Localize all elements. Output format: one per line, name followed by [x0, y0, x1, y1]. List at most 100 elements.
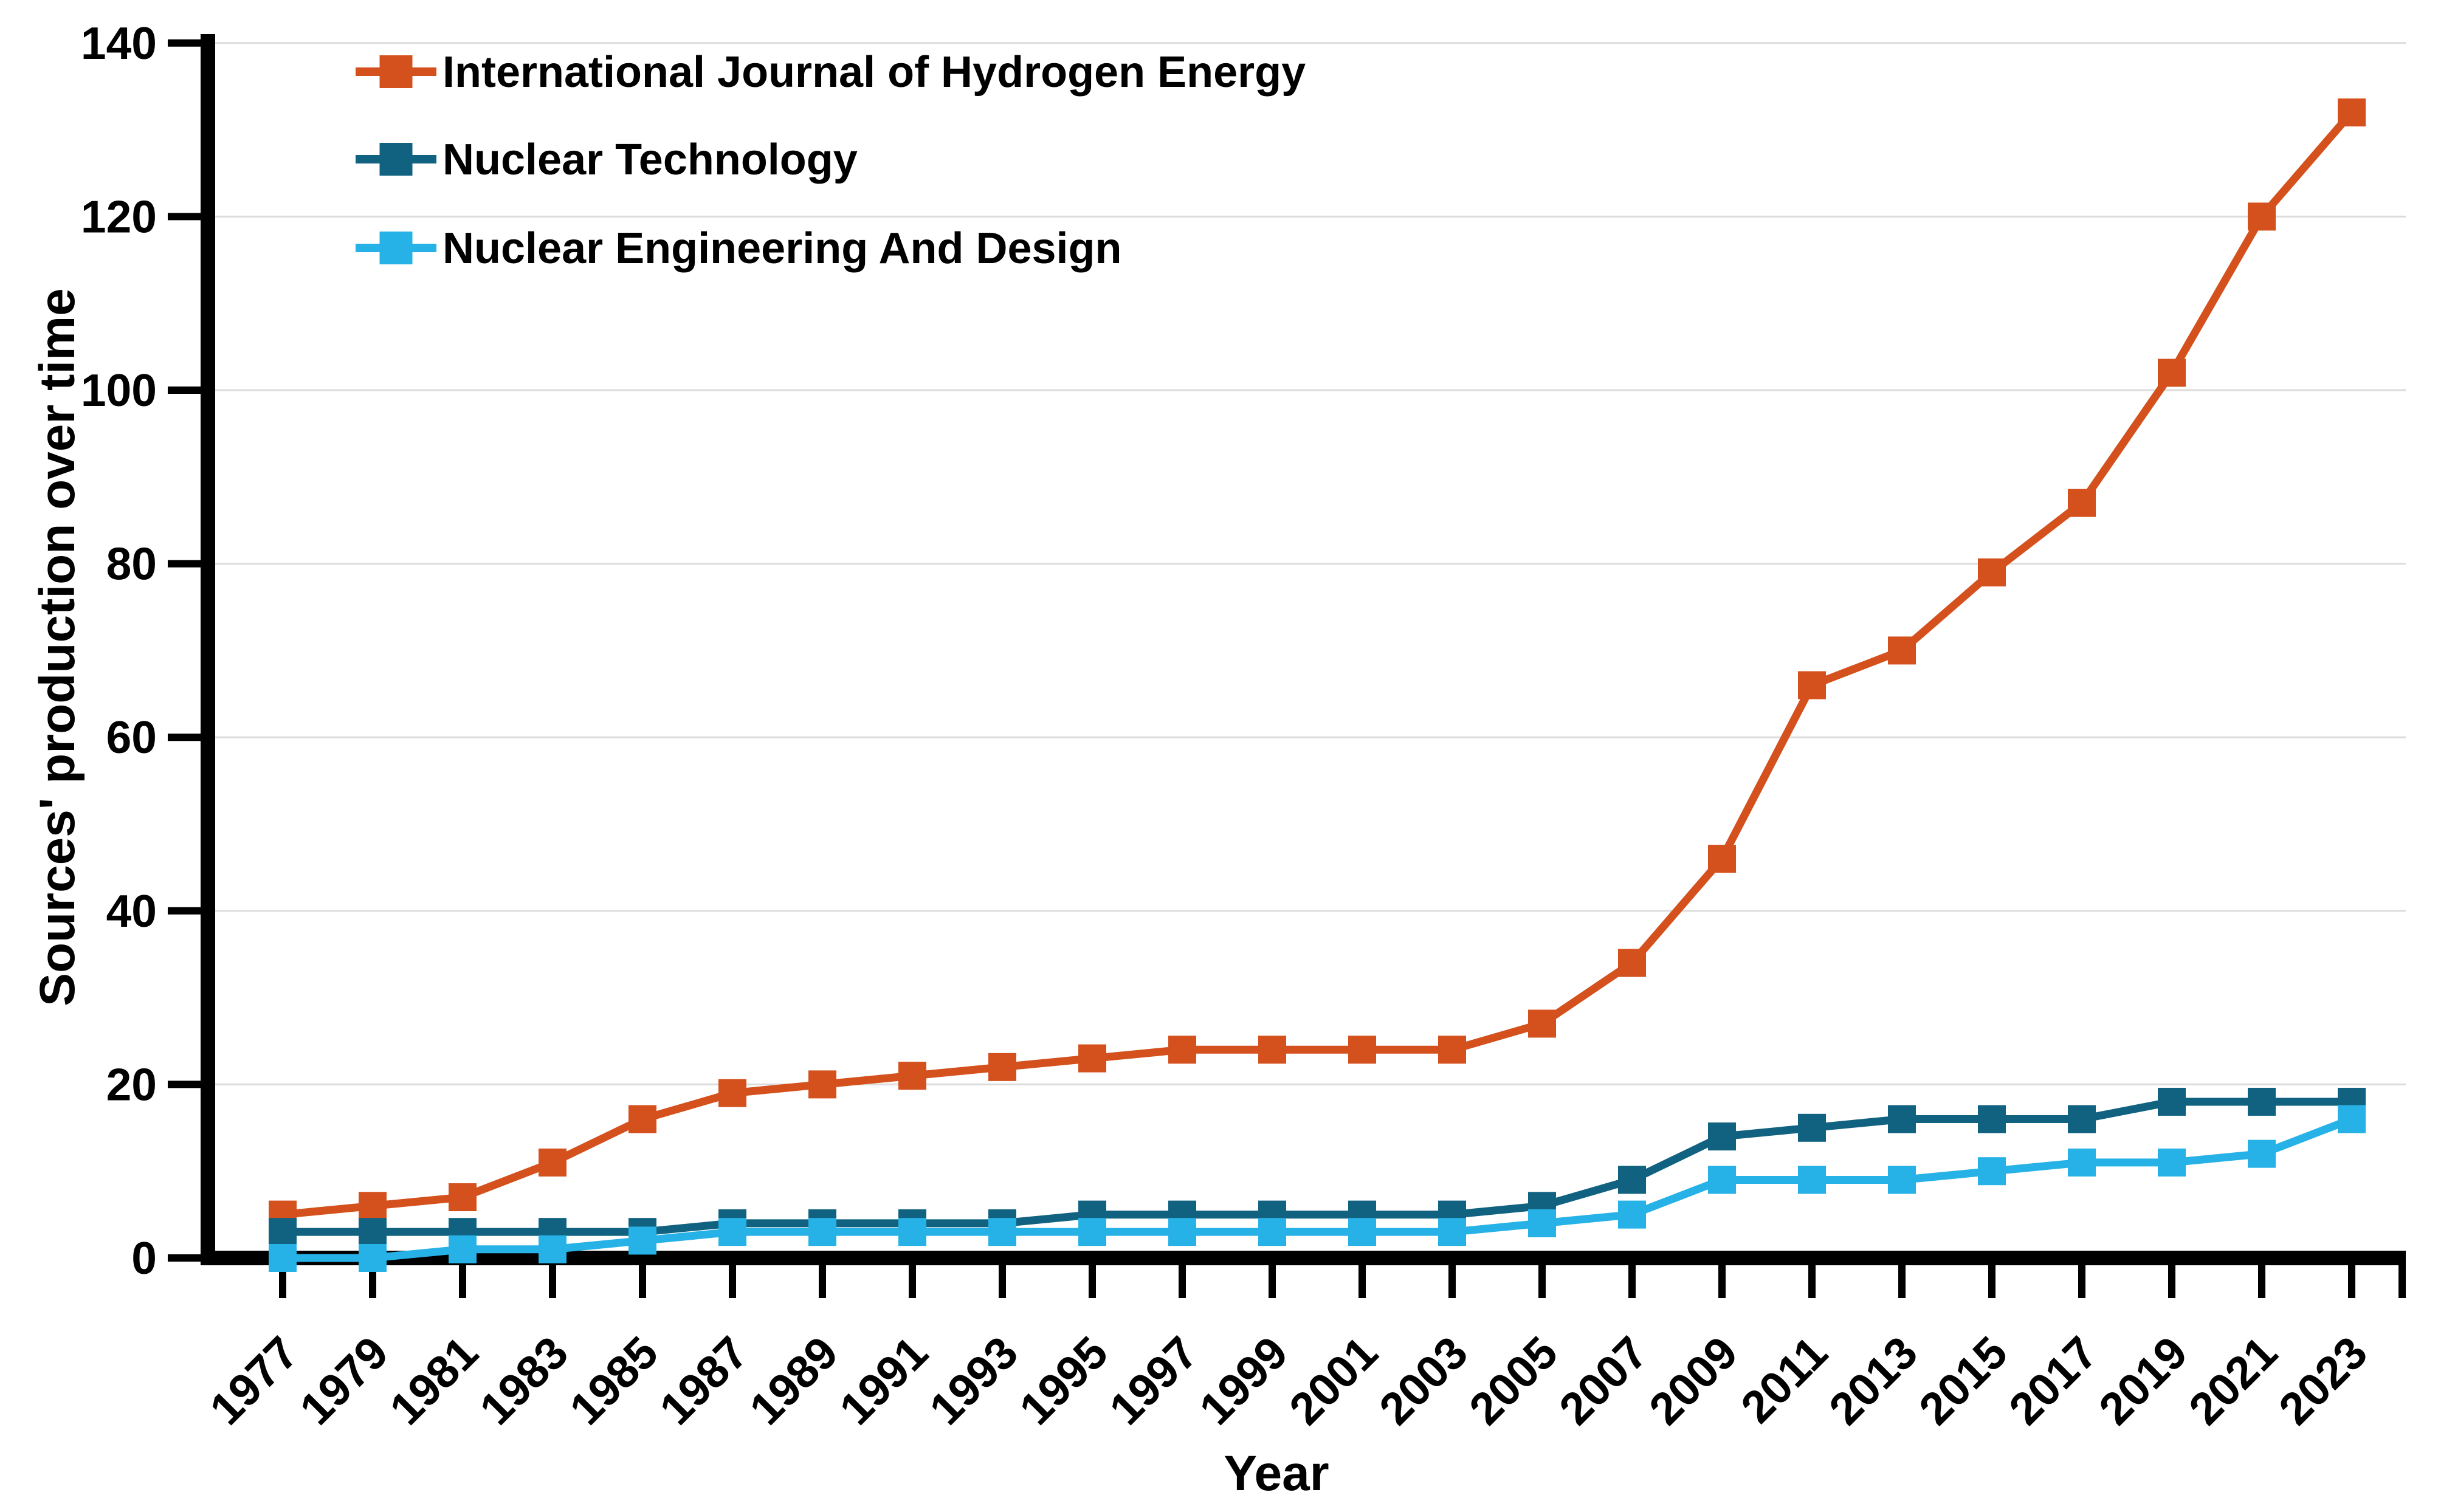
series-2-marker-1997	[1168, 1218, 1196, 1246]
x-tick-label-2013: 2013	[1819, 1327, 1927, 1434]
series-0-marker-1989	[808, 1070, 836, 1099]
series-1-marker-2013	[1888, 1105, 1916, 1133]
series-2-marker-2023	[2338, 1105, 2366, 1133]
y-tick-label-40: 40	[106, 885, 157, 936]
series-2-marker-1991	[898, 1218, 926, 1246]
series-1-marker-2017	[2068, 1105, 2096, 1133]
y-axis-title: Sources' production over time	[30, 288, 85, 1006]
series-0-marker-2013	[1888, 636, 1916, 665]
series-1-marker-2019	[2158, 1087, 2186, 1116]
series-2-marker-2015	[1978, 1157, 2006, 1186]
series-0-marker-2023	[2338, 98, 2366, 127]
series-0-marker-1991	[898, 1062, 926, 1090]
series-2-marker-2017	[2068, 1148, 2096, 1177]
series-2-marker-2019	[2158, 1148, 2186, 1177]
series-2-marker-2013	[1888, 1166, 1916, 1194]
x-tick-label-2003: 2003	[1369, 1327, 1477, 1434]
x-tick-label-2007: 2007	[1549, 1327, 1657, 1434]
series-0-marker-2001	[1348, 1036, 1376, 1064]
series-1-marker-1979	[359, 1218, 387, 1246]
legend-swatch-1	[379, 143, 413, 176]
series-2-marker-2005	[1528, 1209, 1556, 1237]
series-2-marker-1993	[988, 1218, 1016, 1246]
x-tick-label-2021: 2021	[2179, 1327, 2287, 1434]
series-0-marker-2009	[1708, 845, 1736, 873]
x-tick-label-1999: 1999	[1190, 1327, 1297, 1434]
series-0-marker-1983	[539, 1148, 566, 1177]
y-tick-label-100: 100	[81, 365, 157, 416]
x-tick-label-1985: 1985	[560, 1327, 667, 1434]
x-tick-label-2023: 2023	[2269, 1327, 2377, 1434]
series-2-marker-1981	[449, 1235, 477, 1263]
series-0-marker-2005	[1528, 1009, 1556, 1038]
y-tick-label-140: 140	[81, 18, 157, 69]
series-0-marker-1979	[359, 1192, 387, 1220]
legend-label-2: Nuclear Engineering And Design	[442, 224, 1122, 273]
series-1-marker-2021	[2248, 1087, 2276, 1116]
x-tick-label-1983: 1983	[470, 1327, 577, 1434]
series-2-marker-1983	[539, 1235, 566, 1263]
series-0-marker-1993	[988, 1053, 1016, 1081]
x-tick-label-2005: 2005	[1459, 1327, 1567, 1434]
x-tick-label-1981: 1981	[380, 1327, 487, 1434]
series-2-marker-2021	[2248, 1139, 2276, 1168]
legend-swatch-2	[379, 232, 413, 264]
series-2-marker-1995	[1078, 1218, 1106, 1246]
series-2-marker-2011	[1798, 1166, 1826, 1194]
x-tick-label-2015: 2015	[1909, 1327, 2017, 1434]
series-0-marker-2021	[2248, 202, 2276, 231]
y-tick-label-80: 80	[106, 538, 157, 589]
y-tick-label-20: 20	[106, 1059, 157, 1110]
series-0-marker-1981	[449, 1183, 477, 1212]
x-tick-label-2019: 2019	[2089, 1327, 2197, 1434]
series-0-marker-2019	[2158, 359, 2186, 387]
y-tick-label-0: 0	[131, 1232, 157, 1283]
series-1-marker-1977	[269, 1218, 297, 1246]
series-0-marker-1995	[1078, 1044, 1106, 1073]
series-2-marker-2007	[1618, 1200, 1646, 1229]
series-1-marker-2007	[1618, 1166, 1646, 1194]
x-tick-label-1997: 1997	[1100, 1327, 1207, 1434]
x-tick-label-2001: 2001	[1279, 1327, 1387, 1434]
y-tick-label-60: 60	[106, 712, 157, 763]
x-tick-label-1977: 1977	[200, 1327, 308, 1434]
series-2-marker-1987	[718, 1218, 746, 1246]
legend-swatch-0	[379, 55, 413, 88]
series-0-marker-1999	[1258, 1036, 1286, 1064]
legend-label-0: International Journal of Hydrogen Energy	[442, 48, 1306, 97]
series-1-marker-2009	[1708, 1122, 1736, 1151]
series-2-marker-2009	[1708, 1166, 1736, 1194]
series-0-marker-1985	[628, 1105, 656, 1133]
series-2-marker-1989	[808, 1218, 836, 1246]
x-tick-label-1987: 1987	[650, 1327, 757, 1434]
series-line-2	[283, 1115, 2354, 1262]
series-0-marker-1987	[718, 1079, 746, 1107]
x-tick-label-1989: 1989	[740, 1327, 847, 1434]
series-2-marker-2001	[1348, 1218, 1376, 1246]
y-tick-label-120: 120	[81, 191, 157, 242]
series-1-marker-2011	[1798, 1113, 1826, 1142]
series-1-marker-2015	[1978, 1105, 2006, 1133]
series-0-marker-2007	[1618, 949, 1646, 977]
x-tick-label-2009: 2009	[1639, 1327, 1747, 1434]
series-2-marker-1985	[628, 1226, 656, 1255]
series-0-marker-2011	[1798, 671, 1826, 699]
x-tick-label-1993: 1993	[920, 1327, 1027, 1434]
x-tick-label-1995: 1995	[1010, 1327, 1117, 1434]
series-0-marker-1997	[1168, 1036, 1196, 1064]
series-0-marker-2003	[1438, 1036, 1466, 1064]
series-0-marker-2017	[2068, 489, 2096, 517]
x-tick-label-1979: 1979	[290, 1327, 398, 1434]
x-tick-label-2011: 2011	[1731, 1327, 1837, 1432]
x-tick-label-2017: 2017	[1999, 1327, 2107, 1434]
series-line-1	[283, 1098, 2352, 1236]
series-2-marker-1999	[1258, 1218, 1286, 1246]
series-2-marker-1977	[269, 1244, 297, 1272]
series-line-0	[282, 109, 2355, 1219]
x-axis-title: Year	[1224, 1446, 1329, 1501]
x-tick-label-1991: 1991	[830, 1327, 937, 1434]
series-2-marker-2003	[1438, 1218, 1466, 1246]
series-2-marker-1979	[359, 1244, 387, 1272]
